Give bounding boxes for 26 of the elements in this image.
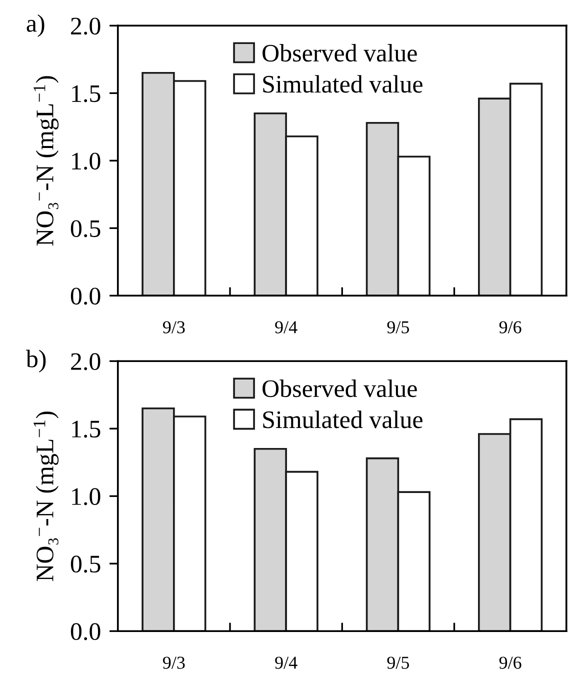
y-tick-label: 1.0: [72, 152, 100, 170]
y-tick-label: 0.5: [70, 220, 100, 238]
y-axis-title: NO₃$^{−}$-N (mgL$^{−1}$): [34, 412, 59, 582]
x-tick-label: 9/6: [499, 321, 522, 334]
y-tick-label: 2.0: [71, 18, 100, 35]
chart-title: b): [26, 350, 46, 372]
chart-title: a): [26, 14, 44, 37]
y-axis-title: NO₃$^{−}$-N (mgL$^{−1}$): [34, 76, 59, 246]
y-tick-label: 1.5: [72, 420, 100, 438]
legend-label: Simulated value: [263, 410, 422, 428]
y-tick-label: 1.0: [72, 488, 100, 506]
y-tick-label: 2.0: [71, 353, 100, 370]
y-tick-label: 1.5: [72, 85, 100, 102]
legend-label: Observed value: [262, 380, 417, 398]
x-tick-label: 9/6: [499, 656, 522, 669]
x-tick-label: 9/3: [162, 321, 185, 334]
x-tick-label: 9/4: [275, 321, 298, 334]
x-tick-label: 9/4: [275, 656, 298, 669]
y-tick-label: 0.5: [70, 556, 100, 573]
x-tick-label: 9/5: [387, 321, 410, 334]
legend-label: Simulated value: [263, 75, 422, 93]
y-tick-label: 0.0: [70, 623, 100, 640]
y-tick-label: 0.0: [70, 288, 100, 305]
x-tick-label: 9/3: [162, 656, 185, 669]
x-tick-label: 9/5: [387, 656, 410, 669]
legend-label: Observed value: [262, 44, 417, 62]
